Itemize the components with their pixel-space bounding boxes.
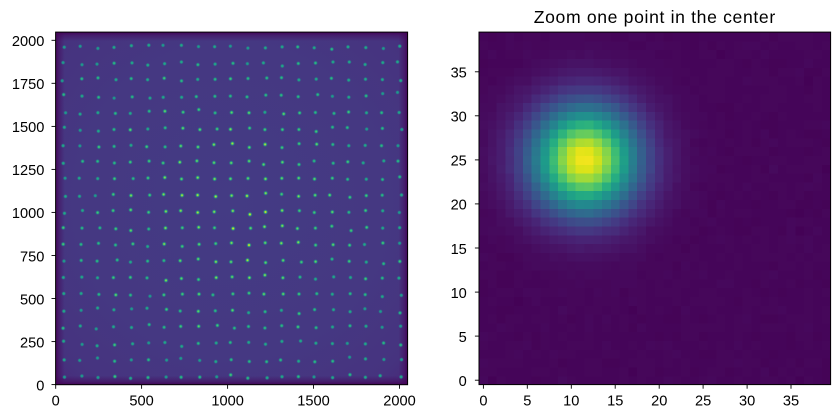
svg-text:10: 10 bbox=[563, 393, 579, 409]
svg-text:2000: 2000 bbox=[12, 34, 44, 50]
svg-text:1500: 1500 bbox=[12, 120, 44, 136]
svg-text:25: 25 bbox=[451, 154, 467, 170]
svg-text:2000: 2000 bbox=[383, 393, 415, 409]
svg-text:0: 0 bbox=[479, 393, 487, 409]
svg-text:Zoom one point in the center: Zoom one point in the center bbox=[534, 7, 776, 27]
svg-text:5: 5 bbox=[459, 330, 467, 346]
svg-text:10: 10 bbox=[451, 286, 467, 302]
svg-text:750: 750 bbox=[20, 249, 44, 265]
svg-text:500: 500 bbox=[20, 292, 44, 308]
svg-text:30: 30 bbox=[739, 393, 755, 409]
svg-text:5: 5 bbox=[523, 393, 531, 409]
svg-text:35: 35 bbox=[783, 393, 799, 409]
svg-text:0: 0 bbox=[52, 393, 60, 409]
svg-text:0: 0 bbox=[459, 374, 467, 390]
svg-text:20: 20 bbox=[651, 393, 667, 409]
svg-text:250: 250 bbox=[20, 335, 44, 351]
svg-text:500: 500 bbox=[129, 393, 153, 409]
svg-text:1250: 1250 bbox=[12, 163, 44, 179]
svg-text:1000: 1000 bbox=[211, 393, 243, 409]
svg-text:1750: 1750 bbox=[12, 77, 44, 93]
svg-text:1000: 1000 bbox=[12, 206, 44, 222]
svg-text:20: 20 bbox=[451, 198, 467, 214]
svg-text:0: 0 bbox=[36, 378, 44, 394]
svg-text:15: 15 bbox=[451, 242, 467, 258]
svg-text:25: 25 bbox=[695, 393, 711, 409]
svg-text:35: 35 bbox=[451, 66, 467, 82]
svg-text:1500: 1500 bbox=[297, 393, 329, 409]
svg-text:15: 15 bbox=[607, 393, 623, 409]
svg-text:30: 30 bbox=[451, 110, 467, 126]
